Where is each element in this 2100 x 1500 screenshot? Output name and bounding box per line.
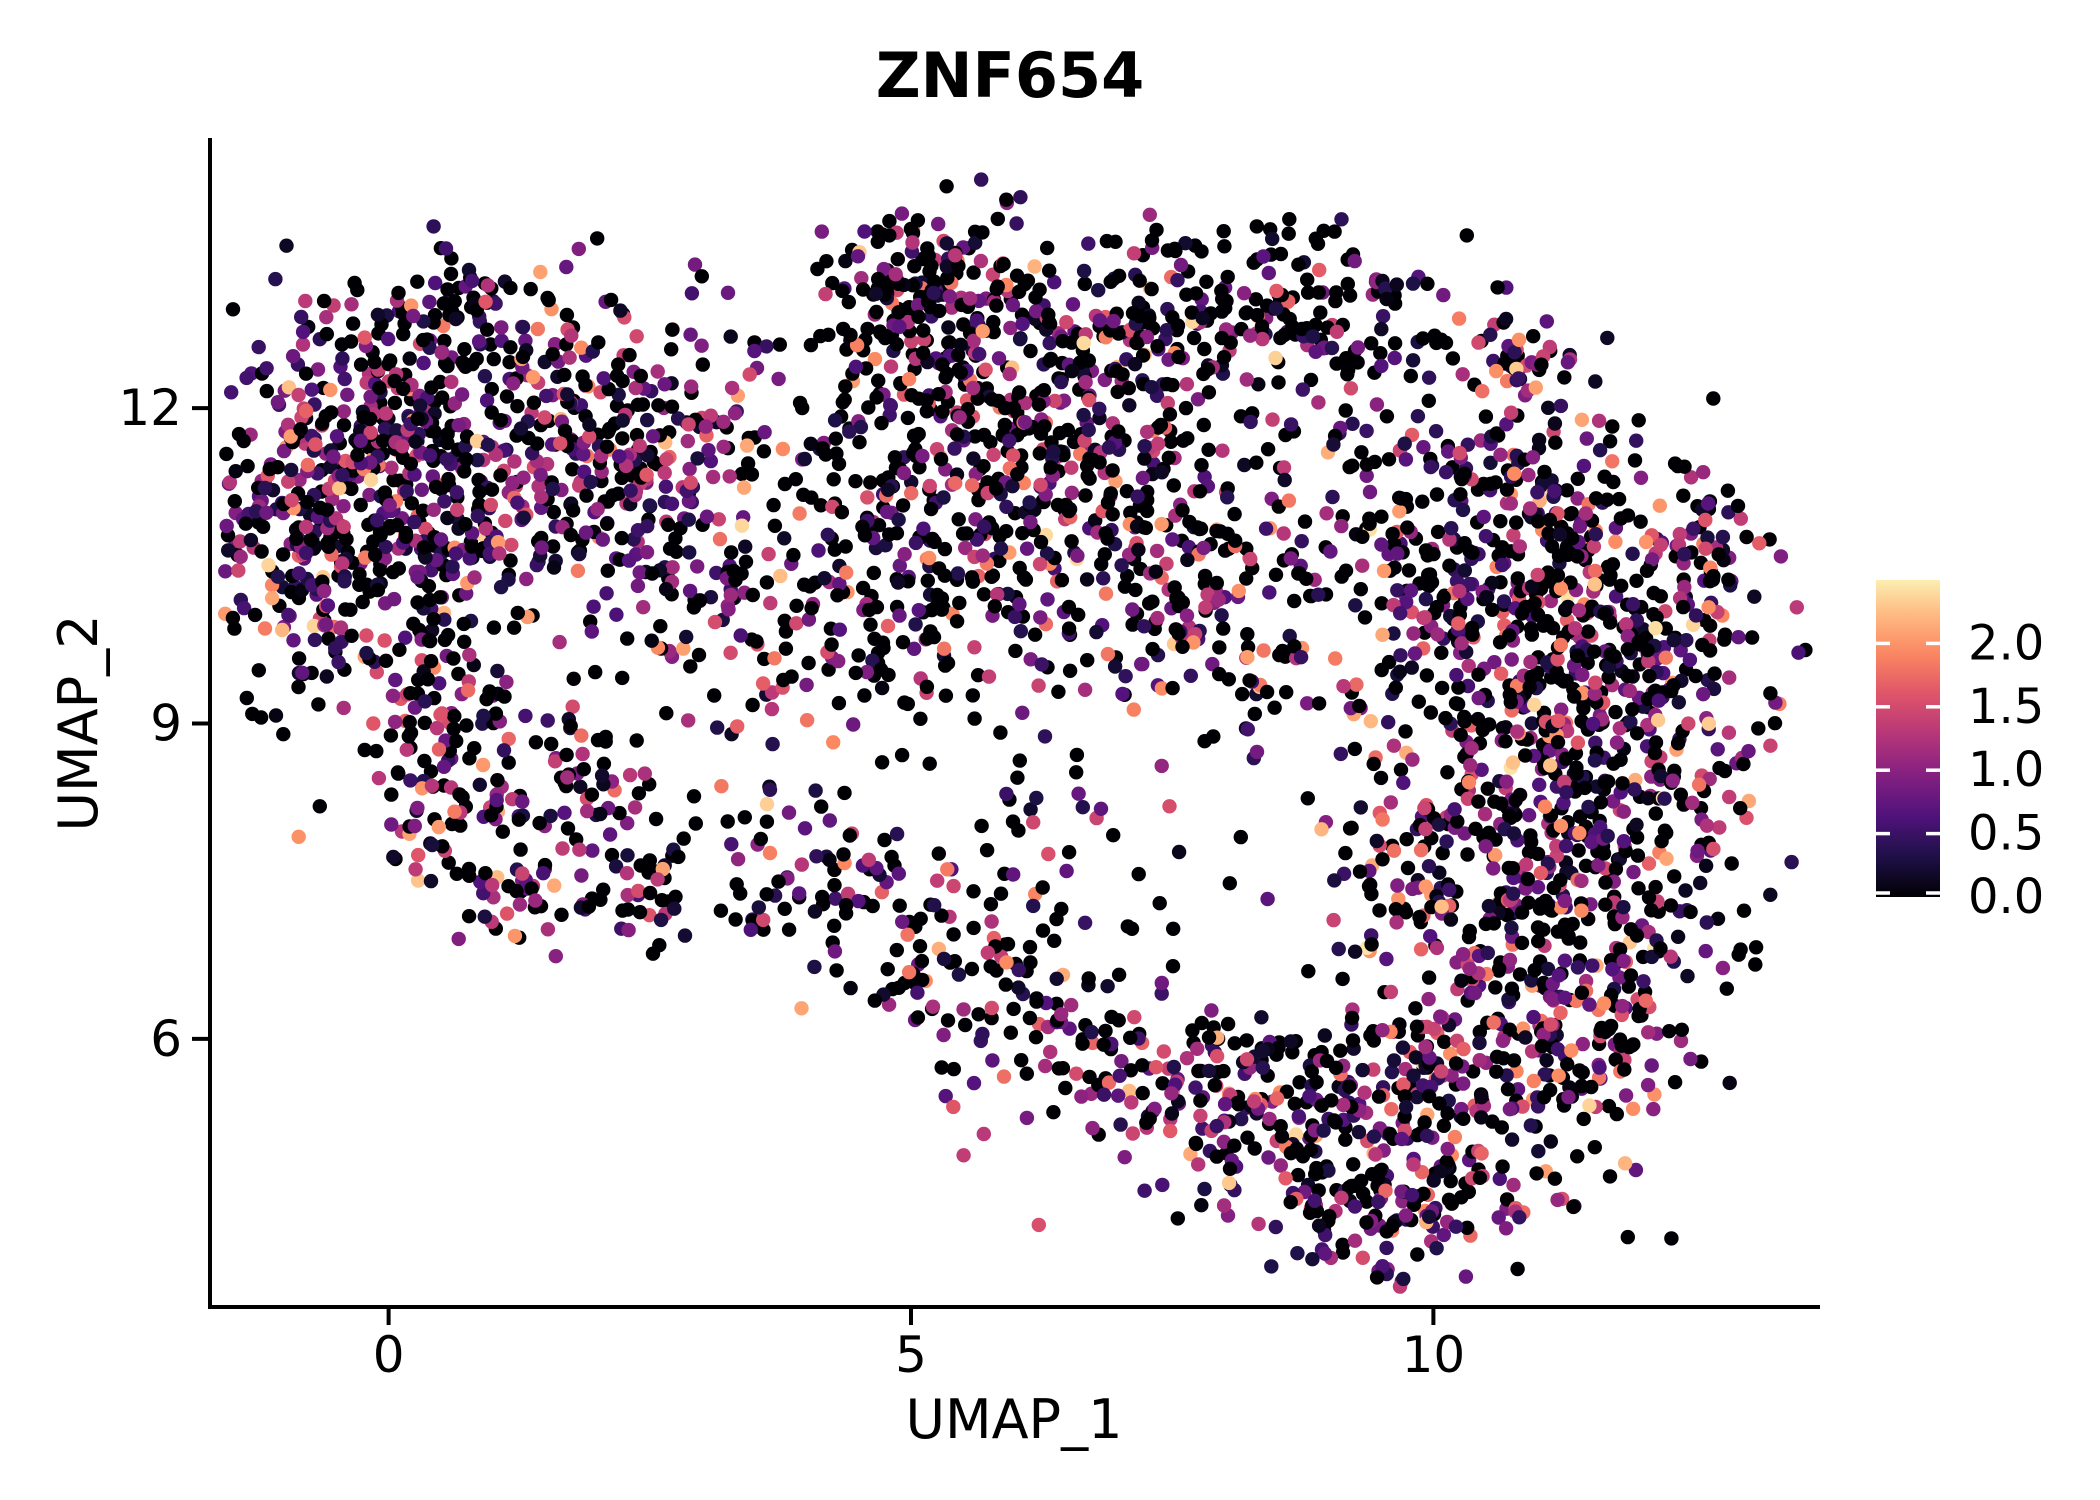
plot-title: ZNF654 — [876, 39, 1145, 112]
x-axis-ticks: 0 5 10 — [373, 1307, 1466, 1384]
colorbar-tick-label: 1.0 — [1968, 742, 2044, 798]
colorbar-legend: 2.0 1.5 1.0 0.5 0.0 — [1876, 580, 2044, 925]
colorbar-tick-label: 0.0 — [1968, 869, 2044, 925]
x-tick-label: 5 — [895, 1326, 927, 1384]
y-tick-label: 9 — [150, 695, 182, 753]
x-tick-label: 10 — [1402, 1326, 1466, 1384]
colorbar-tick-label: 1.5 — [1968, 679, 2044, 735]
colorbar-tick-label: 0.5 — [1968, 806, 2044, 862]
y-axis-title: UMAP_2 — [47, 615, 110, 832]
y-tick-label: 6 — [150, 1010, 182, 1068]
colorbar-ticks — [1876, 641, 1940, 895]
colorbar-tick-labels: 2.0 1.5 1.0 0.5 0.0 — [1968, 615, 2044, 925]
x-axis-title: UMAP_1 — [906, 1388, 1123, 1451]
y-tick-label: 12 — [118, 379, 182, 437]
x-tick-label: 0 — [373, 1326, 405, 1384]
umap-points — [218, 172, 1813, 1294]
colorbar-gradient — [1876, 580, 1940, 897]
colorbar-tick-label: 2.0 — [1968, 615, 2044, 671]
y-axis-ticks: 6 9 12 — [118, 379, 210, 1068]
